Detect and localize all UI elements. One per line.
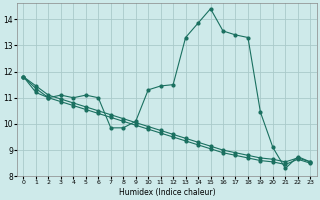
X-axis label: Humidex (Indice chaleur): Humidex (Indice chaleur): [119, 188, 215, 197]
